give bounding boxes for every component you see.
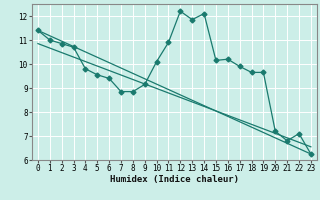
X-axis label: Humidex (Indice chaleur): Humidex (Indice chaleur) xyxy=(110,175,239,184)
